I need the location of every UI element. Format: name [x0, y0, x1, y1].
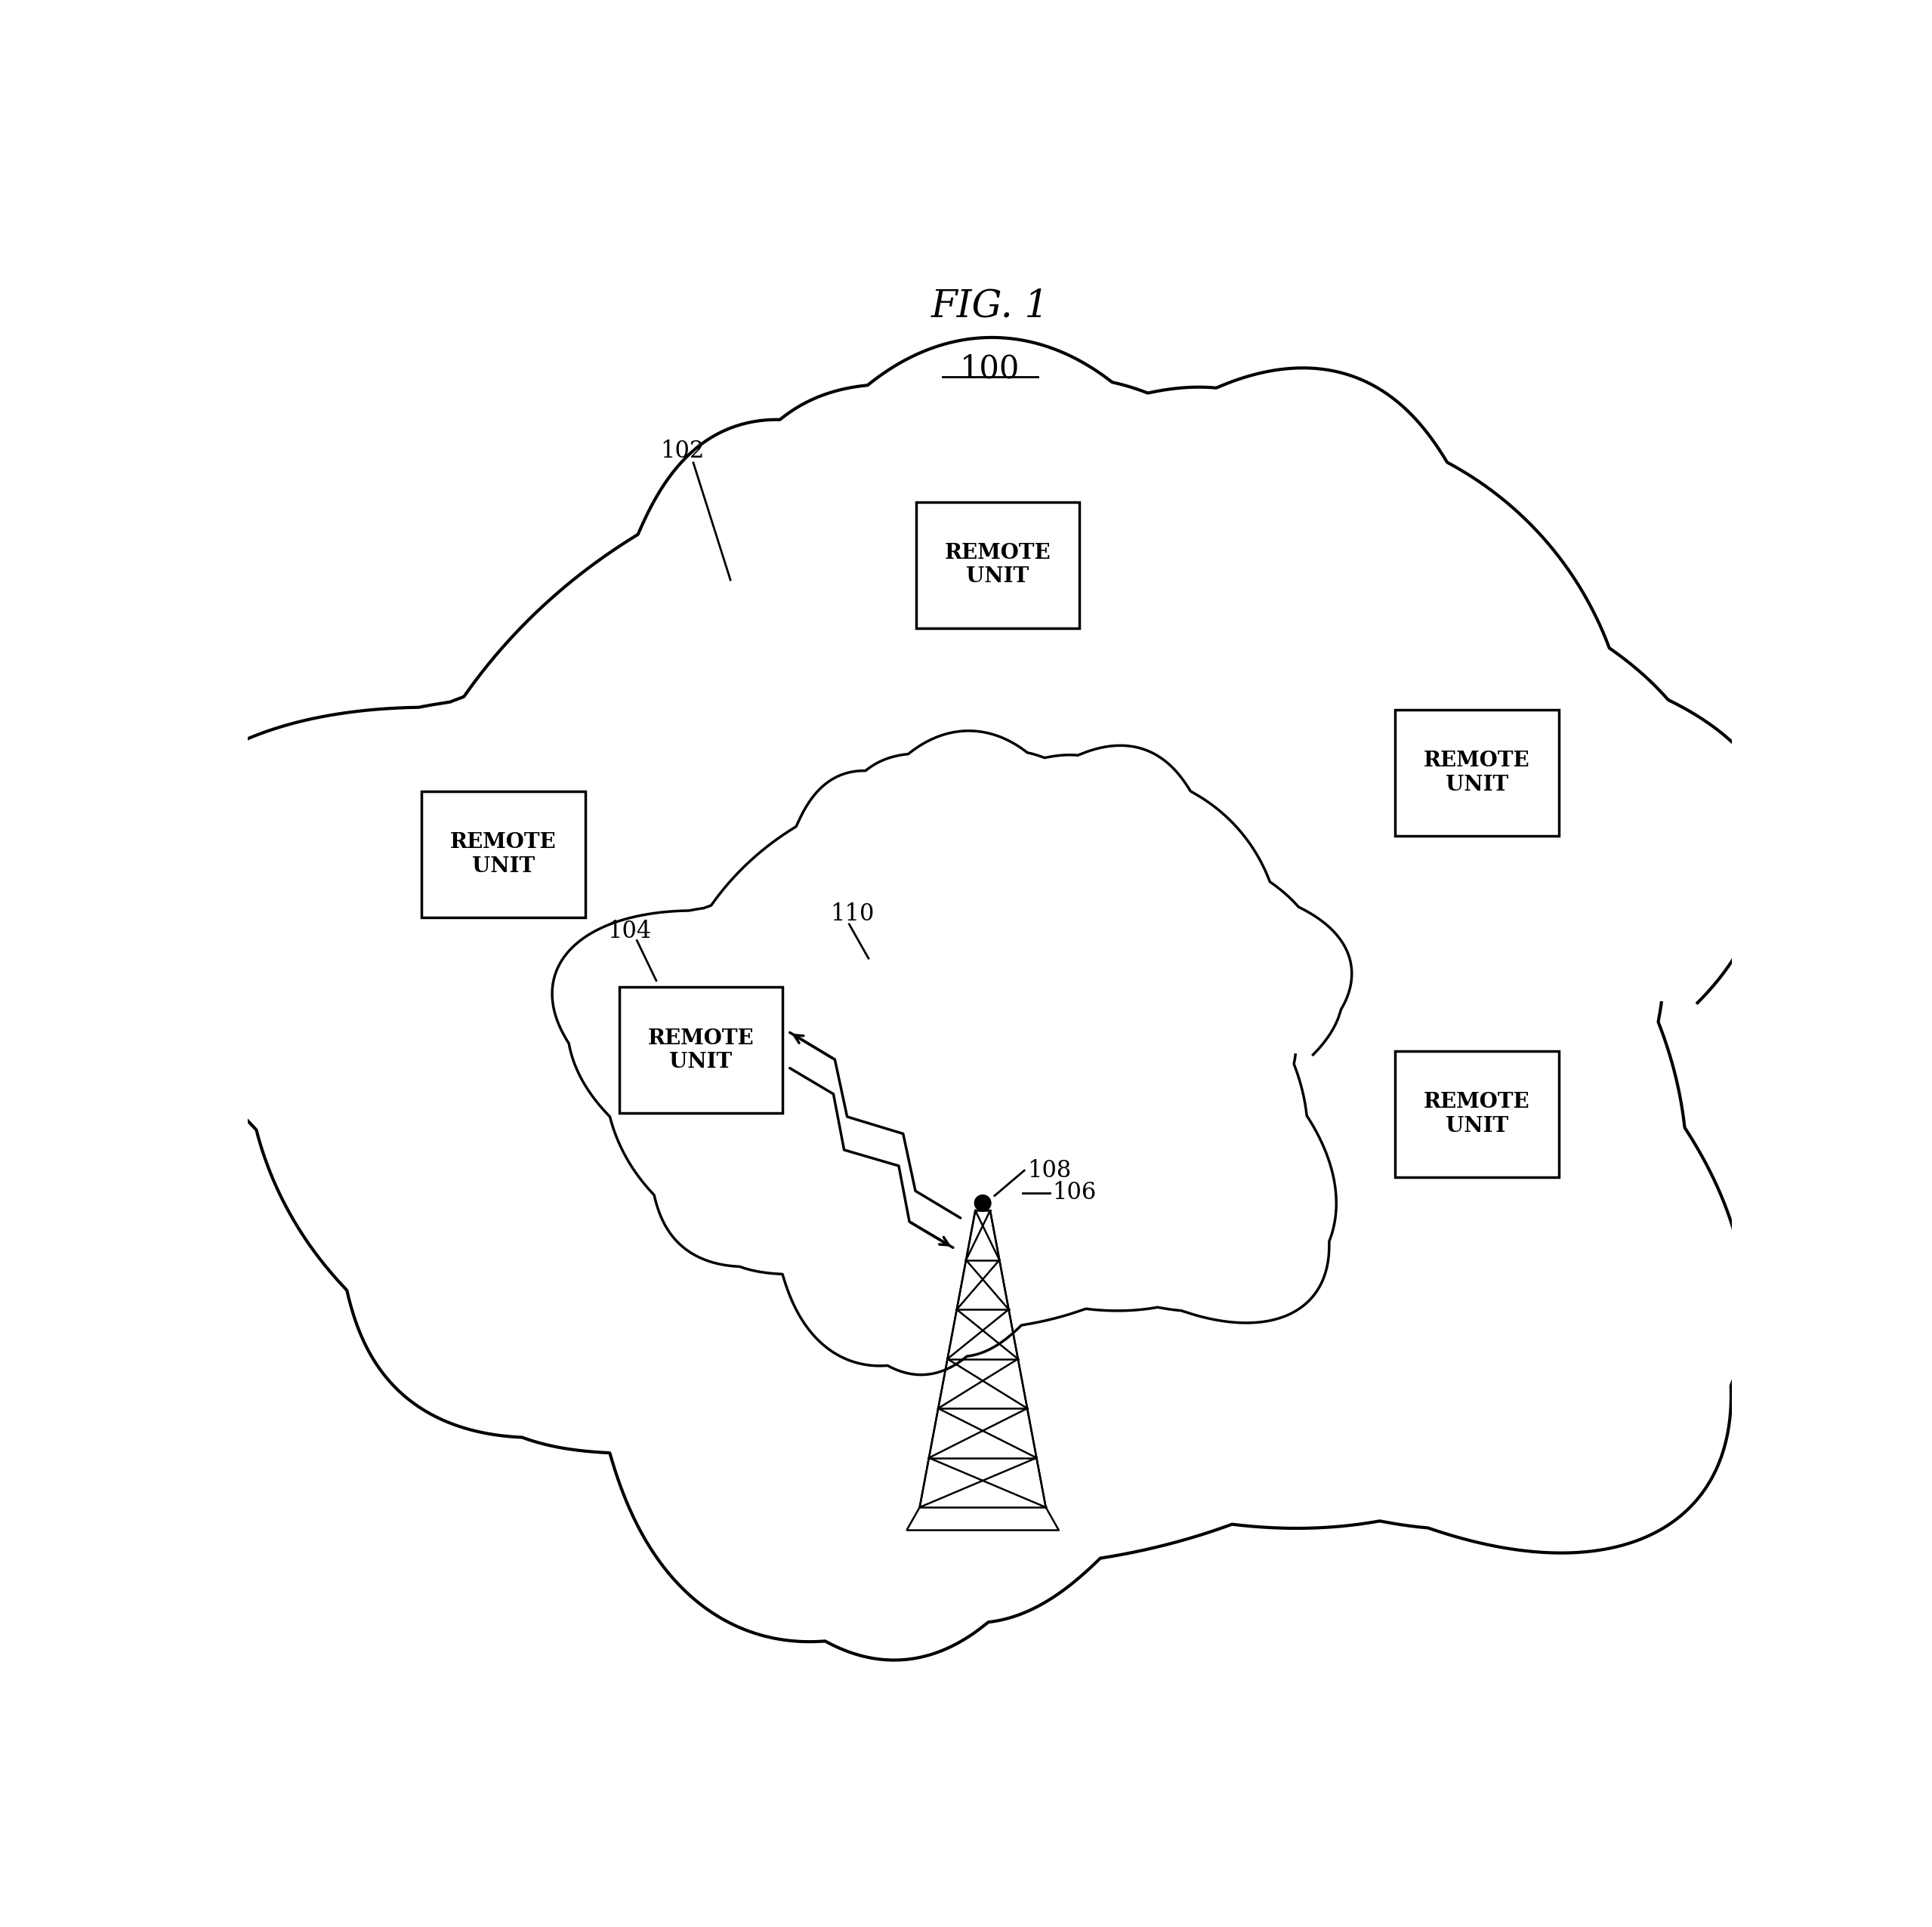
- Circle shape: [974, 1195, 991, 1212]
- FancyBboxPatch shape: [1395, 1050, 1559, 1177]
- Text: REMOTE
UNIT: REMOTE UNIT: [450, 832, 556, 877]
- Text: 106: 106: [1053, 1181, 1097, 1204]
- Text: 110: 110: [831, 902, 873, 925]
- Text: REMOTE
UNIT: REMOTE UNIT: [1424, 1093, 1530, 1137]
- Text: 104: 104: [607, 919, 651, 944]
- Text: 102: 102: [661, 439, 705, 462]
- Text: REMOTE
UNIT: REMOTE UNIT: [647, 1029, 753, 1071]
- FancyBboxPatch shape: [618, 987, 782, 1114]
- Text: 100: 100: [960, 353, 1020, 385]
- Text: REMOTE
UNIT: REMOTE UNIT: [1424, 752, 1530, 794]
- FancyBboxPatch shape: [916, 503, 1080, 628]
- FancyBboxPatch shape: [421, 792, 585, 917]
- Polygon shape: [137, 337, 1777, 1659]
- Text: 108: 108: [1028, 1158, 1070, 1181]
- Text: FIG. 1: FIG. 1: [931, 287, 1049, 326]
- FancyBboxPatch shape: [1395, 709, 1559, 836]
- Text: REMOTE
UNIT: REMOTE UNIT: [945, 543, 1051, 588]
- Polygon shape: [553, 730, 1352, 1374]
